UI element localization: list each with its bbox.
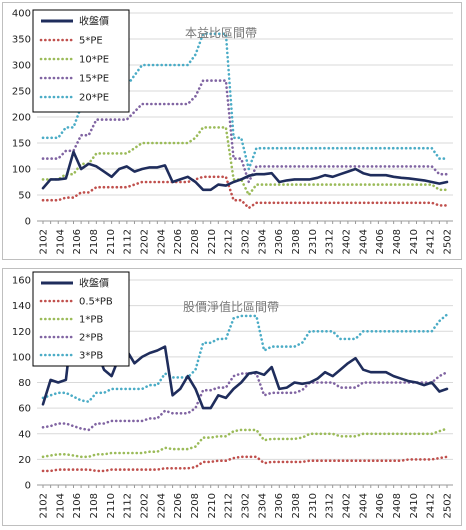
pb-x-tick-label: 2306 — [274, 493, 285, 518]
pe-x-tick-label: 2404 — [358, 229, 369, 254]
pb-series-line-1 — [41, 455, 449, 473]
pe-legend-label-1: 5*PE — [79, 36, 103, 47]
pb-y-tick-label: 20 — [18, 455, 31, 466]
pe-y-tick-label: 350 — [12, 35, 31, 46]
pb-x-tick-label: 2112 — [123, 493, 134, 518]
pe-y-tick-label: 150 — [12, 139, 31, 150]
pe-x-tick-label: 2102 — [39, 229, 50, 254]
pb-band-chart: 0 20 40 60 80 100 120 140 160 2102 2104 2106 2108 211… — [12, 271, 454, 518]
pe-y-tick-label: 250 — [12, 87, 31, 98]
pe-x-tick-label: 2402 — [342, 229, 353, 254]
pe-x-tick-label: 2312 — [325, 229, 336, 254]
pb-x-tick-label: 2104 — [55, 493, 66, 518]
pb-x-tick-label: 2212 — [224, 493, 235, 518]
pe-legend-label-4: 20*PE — [79, 93, 109, 104]
pb-x-tick-label: 2108 — [89, 493, 100, 518]
pb-x-tick-label: 2310 — [308, 493, 319, 518]
pb-y-tick-label: 0 — [25, 481, 31, 492]
pe-y-tick-label: 300 — [12, 61, 31, 72]
pe-title: 本益比區間帶 — [185, 26, 257, 40]
pe-legend-label-2: 10*PE — [79, 55, 109, 66]
pb-series-line-0 — [41, 313, 449, 410]
pe-y-tick-label: 400 — [12, 9, 31, 20]
pb-y-tick-label: 80 — [18, 378, 31, 389]
pb-x-tick-label: 2304 — [257, 493, 268, 518]
pe-x-tick-label: 2106 — [72, 229, 83, 254]
pb-x-tick-label: 2204 — [156, 493, 167, 518]
pb-y-tick-label: 140 — [12, 301, 31, 312]
pb-legend-label-4: 3*PB — [79, 351, 103, 362]
pe-x-tick-label: 2406 — [375, 229, 386, 254]
pb-y-tick-label: 60 — [18, 404, 31, 415]
pb-x-tick-label: 2312 — [325, 493, 336, 518]
pb-legend-label-2: 1*PB — [79, 315, 103, 326]
pb-series-line-3 — [41, 370, 449, 432]
pb-x-tick-label: 2410 — [409, 493, 420, 518]
pb-x-tick-label: 2402 — [342, 493, 353, 518]
pb-x-tick-label: 2106 — [72, 493, 83, 518]
pb-x-tick-label: 2208 — [190, 493, 201, 518]
pe-x-tick-label: 2310 — [308, 229, 319, 254]
pe-x-tick-label: 2502 — [443, 229, 454, 254]
pb-x-tick-label: 2110 — [106, 493, 117, 518]
pe-x-tick-label: 2104 — [55, 229, 66, 254]
pe-x-tick-label: 2308 — [291, 229, 302, 254]
pe-band-chart: 0 50 100 150 200 250 300 350 400 2102 2104 2106 2108… — [12, 9, 454, 255]
pe-legend-label-3: 15*PE — [79, 74, 109, 85]
pb-x-tick-label: 2308 — [291, 493, 302, 518]
pe-legend-label-0: 收盤價 — [79, 15, 109, 28]
pb-x-tick-label: 2502 — [443, 493, 454, 518]
pe-series-line-3 — [41, 79, 449, 184]
pb-x-tick-label: 2408 — [392, 493, 403, 518]
pe-series-line-1 — [41, 175, 449, 210]
pe-x-tick-label: 2110 — [106, 229, 117, 254]
pe-x-tick-label: 2408 — [392, 229, 403, 254]
pb-title: 股價淨值比區間帶 — [183, 299, 279, 314]
pb-legend-label-3: 2*PB — [79, 333, 103, 344]
pe-x-tick-label: 2108 — [89, 229, 100, 254]
pe-y-tick-label: 50 — [18, 191, 31, 202]
pe-x-tick-label: 2206 — [173, 229, 184, 254]
pb-y-tick-label: 120 — [12, 327, 31, 338]
pe-x-tick-label: 2412 — [426, 229, 437, 254]
pe-band-chart-panel: 0 50 100 150 200 250 300 350 400 2102 2104 2106 2108… — [2, 2, 462, 260]
pe-x-tick-label: 2302 — [241, 229, 252, 254]
pe-series-line-0 — [41, 150, 449, 192]
pe-x-tick-label: 2306 — [274, 229, 285, 254]
pe-x-tick-label: 2208 — [190, 229, 201, 254]
pe-y-tick-label: 200 — [12, 113, 31, 124]
pe-y-tick-label: 0 — [25, 217, 31, 228]
pb-series-line-2 — [41, 427, 449, 459]
pb-x-tick-label: 2412 — [426, 493, 437, 518]
pe-x-tick-label: 2210 — [207, 229, 218, 254]
pb-y-tick-label: 40 — [18, 429, 31, 440]
pb-band-chart-panel: 0 20 40 60 80 100 120 140 160 2102 2104 2106 2108 211… — [2, 268, 462, 526]
pe-x-tick-label: 2204 — [156, 229, 167, 254]
pb-legend-label-0: 收盤價 — [79, 277, 109, 290]
pe-x-tick-label: 2304 — [257, 229, 268, 254]
pe-x-tick-label: 2212 — [224, 229, 235, 254]
pb-x-tick-label: 2202 — [140, 493, 151, 518]
pe-series-line-4 — [41, 32, 449, 171]
pb-series-line-4 — [41, 313, 449, 403]
pb-x-tick-label: 2302 — [241, 493, 252, 518]
pe-legend — [32, 9, 130, 113]
pb-x-tick-label: 2210 — [207, 493, 218, 518]
pe-y-tick-label: 100 — [12, 165, 31, 176]
pb-x-tick-label: 2404 — [358, 493, 369, 518]
pb-y-tick-label: 100 — [12, 352, 31, 363]
pb-x-tick-label: 2102 — [39, 493, 50, 518]
pe-x-tick-label: 2410 — [409, 229, 420, 254]
pb-y-tick-label: 160 — [12, 276, 31, 287]
pe-x-tick-label: 2112 — [123, 229, 134, 254]
pb-x-tick-label: 2406 — [375, 493, 386, 518]
pe-series-line-2 — [41, 126, 449, 197]
pb-x-tick-label: 2206 — [173, 493, 184, 518]
pb-legend-label-1: 0.5*PB — [79, 297, 113, 308]
pe-x-tick-label: 2202 — [140, 229, 151, 254]
